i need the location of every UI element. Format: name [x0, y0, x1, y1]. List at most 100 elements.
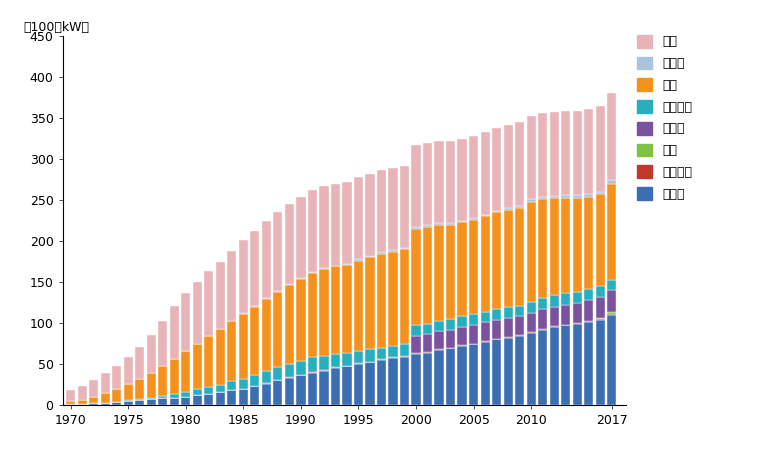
Bar [308, 272, 317, 273]
Bar [423, 227, 432, 324]
Bar [423, 324, 432, 334]
Bar [285, 377, 294, 378]
Bar [457, 346, 467, 405]
Bar [101, 403, 109, 405]
Bar [423, 144, 432, 225]
Bar [411, 354, 421, 405]
Bar [77, 400, 87, 404]
Bar [584, 289, 594, 300]
Bar [526, 313, 536, 332]
Bar [239, 379, 248, 389]
Bar [216, 329, 225, 384]
Bar [411, 325, 421, 336]
Bar [319, 356, 328, 370]
Bar [538, 309, 547, 329]
Bar [435, 141, 443, 223]
Bar [504, 126, 513, 208]
Bar [250, 375, 260, 386]
Bar [411, 353, 421, 354]
Bar [389, 358, 397, 405]
Bar [411, 336, 421, 353]
Bar [480, 215, 490, 216]
Bar [457, 222, 467, 316]
Bar [584, 109, 594, 194]
Bar [480, 341, 490, 342]
Bar [446, 329, 455, 347]
Bar [112, 402, 121, 405]
Bar [504, 318, 513, 337]
Bar [354, 261, 363, 351]
Bar [101, 393, 109, 403]
Bar [192, 389, 202, 395]
Bar [389, 168, 397, 250]
Bar [204, 393, 213, 405]
Bar [584, 321, 594, 322]
Bar [515, 336, 524, 405]
Bar [596, 192, 604, 194]
Bar [550, 326, 559, 327]
Bar [538, 329, 547, 405]
Bar [469, 324, 479, 343]
Bar [515, 306, 524, 316]
Bar [504, 337, 513, 338]
Bar [504, 210, 513, 307]
Bar [411, 229, 421, 325]
Bar [400, 356, 409, 405]
Bar [538, 297, 547, 309]
Bar [492, 211, 501, 212]
Bar [331, 367, 340, 368]
Bar [146, 399, 156, 405]
Bar [262, 384, 271, 405]
Bar [469, 136, 479, 218]
Bar [262, 371, 271, 383]
Bar [469, 314, 479, 324]
Bar [492, 309, 501, 320]
Bar [181, 351, 190, 392]
Bar [515, 122, 524, 206]
Bar [343, 353, 352, 366]
Bar [492, 212, 501, 309]
Bar [262, 299, 271, 371]
Bar [354, 351, 363, 363]
Bar [492, 128, 501, 211]
Bar [584, 197, 594, 289]
Bar [538, 113, 547, 197]
Bar [89, 403, 99, 405]
Bar [411, 227, 421, 229]
Bar [158, 366, 167, 396]
Bar [354, 259, 363, 261]
Bar [572, 111, 582, 195]
Bar [480, 342, 490, 405]
Bar [343, 265, 352, 353]
Bar [228, 390, 236, 405]
Bar [239, 389, 248, 405]
Bar [435, 331, 443, 349]
Bar [296, 197, 306, 278]
Bar [446, 347, 455, 348]
Bar [308, 190, 317, 272]
Bar [515, 206, 524, 208]
Bar [365, 257, 375, 349]
Bar [158, 396, 167, 398]
Bar [550, 196, 559, 198]
Bar [457, 345, 467, 346]
Bar [124, 356, 133, 384]
Bar [526, 333, 536, 405]
Bar [584, 322, 594, 405]
Bar [446, 348, 455, 405]
Bar [228, 381, 236, 390]
Bar [285, 378, 294, 405]
Bar [331, 266, 340, 354]
Bar [170, 394, 179, 398]
Bar [596, 286, 604, 297]
Bar [457, 316, 467, 327]
Bar [66, 404, 75, 405]
Bar [607, 315, 616, 405]
Bar [435, 223, 443, 225]
Bar [596, 297, 604, 318]
Bar [354, 177, 363, 259]
Bar [572, 302, 582, 323]
Bar [170, 359, 179, 394]
Bar [550, 295, 559, 306]
Bar [273, 380, 282, 405]
